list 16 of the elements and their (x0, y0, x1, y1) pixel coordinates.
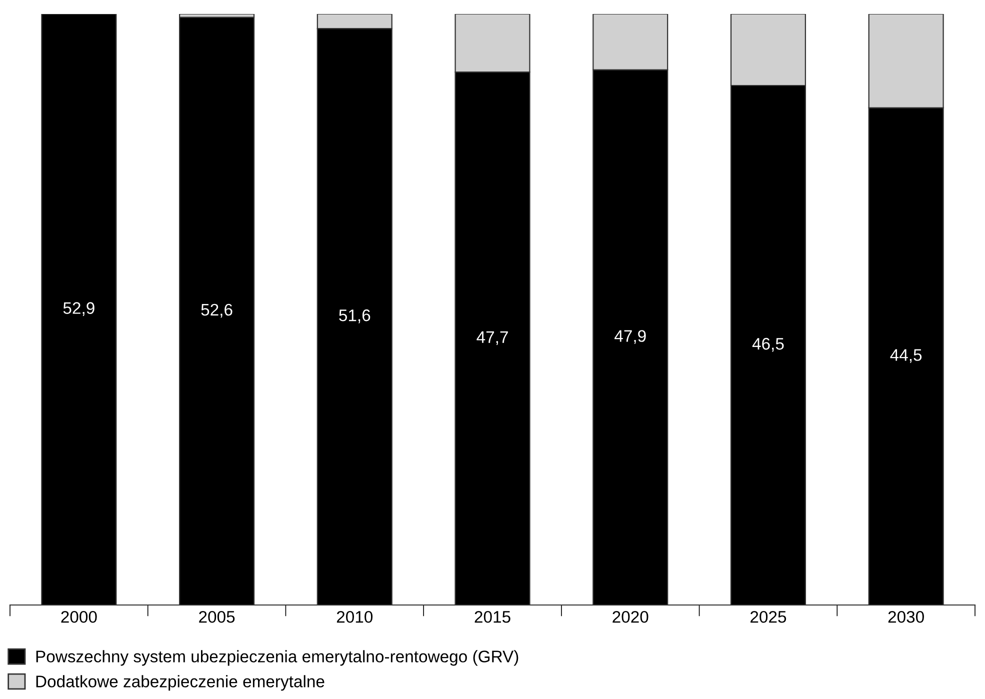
data-label: 52,6 (201, 304, 232, 318)
data-label: 47,9 (614, 330, 646, 344)
x-tick-label: 2030 (888, 610, 924, 623)
x-tick-label: 2000 (61, 610, 97, 623)
data-label: 47,7 (476, 331, 508, 345)
data-label: 44,5 (890, 349, 922, 363)
x-tick-label: 2025 (750, 610, 786, 623)
x-tick-label: 2015 (474, 610, 510, 623)
legend-label: Dodatkowe zabezpieczenie emerytalne (36, 675, 324, 691)
legend-label: Powszechny system ubezpieczenia emerytalno-rentowego (GRV) (36, 650, 518, 666)
x-tick-label: 2005 (199, 610, 235, 623)
x-tick-label: 2010 (336, 610, 373, 623)
data-label: 51,6 (339, 309, 370, 324)
x-tick-label: 2020 (612, 610, 648, 623)
data-label: 46,5 (752, 338, 784, 352)
data-label: 52,9 (63, 302, 94, 316)
